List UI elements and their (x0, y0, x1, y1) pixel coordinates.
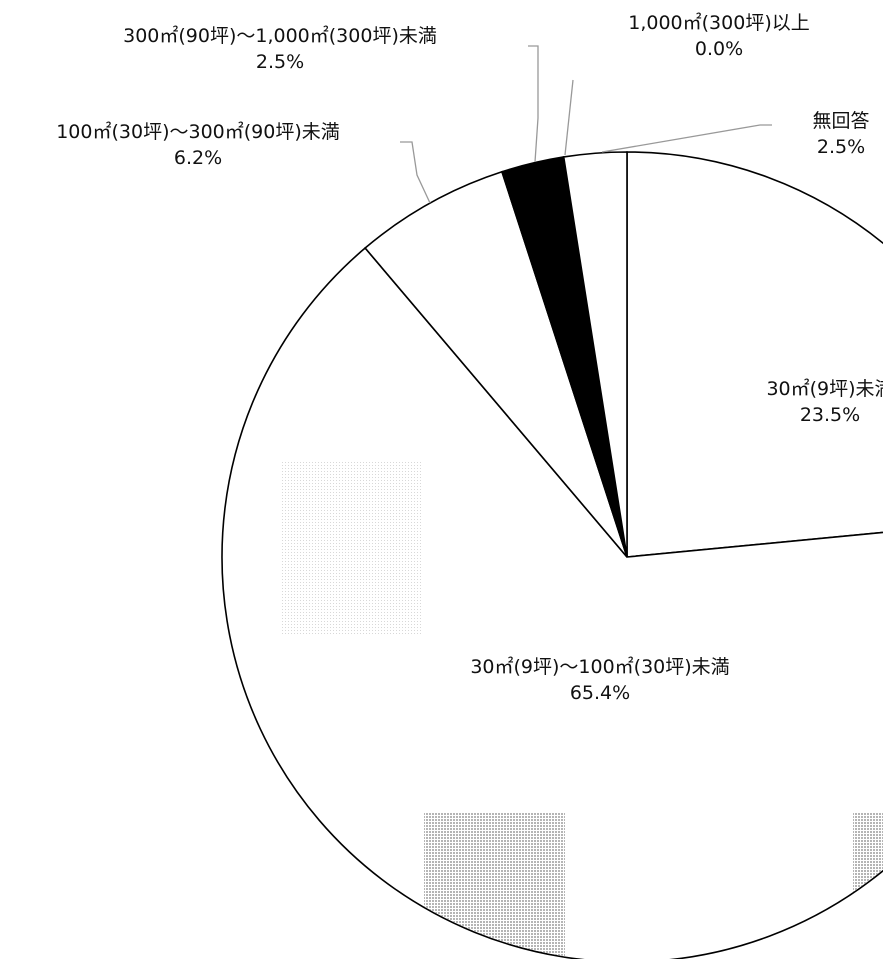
slice-label-1000plus: 1,000㎡(300坪)以上 0.0% (594, 10, 844, 62)
slice-category: 300㎡(90坪)～1,000㎡(300坪)未満 (123, 25, 437, 47)
slice-percentage: 6.2% (173, 147, 223, 169)
slice-category: 30㎡(9坪)～100㎡(30坪)未満 (470, 656, 730, 678)
slice-percentage: 2.5% (816, 136, 866, 158)
dotted-patch-light (281, 460, 423, 636)
slice-category: 1,000㎡(300坪)以上 (628, 12, 810, 34)
slice-label-30-100: 30㎡(9坪)～100㎡(30坪)未満 65.4% (405, 654, 795, 706)
slice-category: 30㎡(9坪)未満 (766, 378, 883, 400)
slice-30-100 (221, 246, 883, 959)
leader-line-1000plus (564, 79, 574, 156)
slice-lt30 (626, 151, 883, 558)
slice-percentage: 0.0% (694, 38, 744, 60)
dotted-patch-dark (853, 812, 883, 892)
slice-category: 100㎡(30坪)～300㎡(90坪)未満 (56, 121, 340, 143)
leader-line-300-1000 (528, 45, 539, 163)
slice-100-300 (364, 170, 628, 558)
slice-no-answer (562, 151, 628, 558)
slice-label-lt30: 30㎡(9坪)未満 23.5% (700, 376, 883, 428)
slice-category: 無回答 (812, 110, 870, 132)
slice-percentage: 2.5% (255, 51, 305, 73)
slice-percentage: 65.4% (569, 682, 631, 704)
slice-label-100-300: 100㎡(30坪)～300㎡(90坪)未満 6.2% (2, 119, 394, 171)
slice-percentage: 23.5% (799, 404, 861, 426)
leader-line-100-300 (400, 141, 431, 204)
dotted-patch-dark (424, 812, 565, 959)
slice-label-no-answer: 無回答 2.5% (766, 108, 883, 160)
leader-line-no-answer (601, 124, 772, 153)
slice-label-300-1000: 300㎡(90坪)～1,000㎡(300坪)未満 2.5% (70, 23, 490, 75)
